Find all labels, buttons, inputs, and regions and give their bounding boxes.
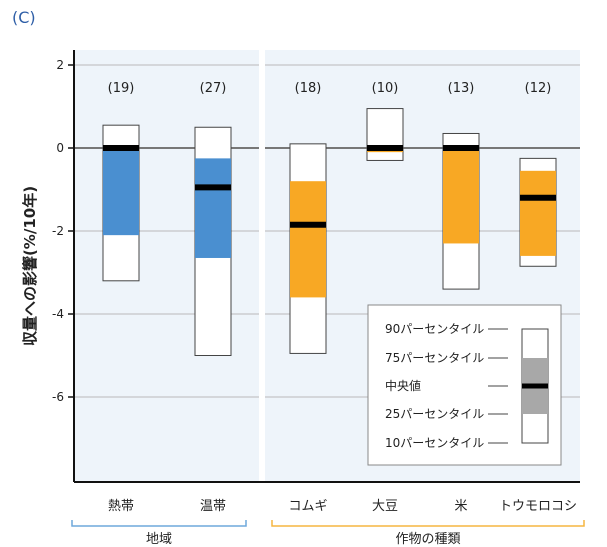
category-label: 大豆 [372,499,398,514]
count-label: (27) [200,81,227,96]
iqr-box [195,158,231,258]
y-axis-label: 収量への影響(%/10年) [21,186,39,346]
count-label: (10) [372,81,399,96]
count-label: (12) [525,81,552,96]
count-label: (19) [108,81,135,96]
category-label: 熱帯 [108,499,134,514]
y-tick-label: 2 [56,58,64,72]
category-label: トウモロコシ [499,499,577,514]
iqr-box [290,181,326,298]
group-label: 地域 [146,532,172,547]
y-tick-label: -6 [52,390,64,404]
group-label: 作物の種類 [395,531,460,547]
count-label: (18) [295,81,322,96]
category-label: コムギ [288,499,327,514]
whisker-box [366,108,404,161]
category-label: 米 [454,499,467,514]
legend-item-label: 75パーセンタイル [385,351,484,365]
iqr-box [443,148,479,244]
y-tick-label: -2 [52,224,64,238]
legend-item-label: 中央値 [385,378,421,393]
y-tick-labels: 2 0 -2 -4 -6 [52,58,74,404]
count-label: (13) [448,81,475,96]
group-bracket [271,520,585,527]
legend-item-label: 25パーセンタイル [385,407,484,421]
boxes [102,108,557,356]
legend-item-label: 10パーセンタイル [385,436,484,450]
category-label: 温帯 [200,499,226,514]
iqr-box [520,170,556,256]
count-labels: (19) (27) (18) (10) (13) (12) [108,81,552,96]
legend-item-label: 90パーセンタイル [385,322,484,336]
group-separator [259,50,265,482]
category-labels: 熱帯 温帯 コムギ 大豆 米 トウモロコシ [108,499,577,514]
panel-label: (C) [12,8,36,27]
y-tick-label: 0 [56,141,64,155]
y-tick-label: -4 [52,307,64,321]
group-brackets: 地域 作物の種類 [71,520,585,547]
iqr-box [103,148,139,236]
group-bracket [71,520,247,527]
